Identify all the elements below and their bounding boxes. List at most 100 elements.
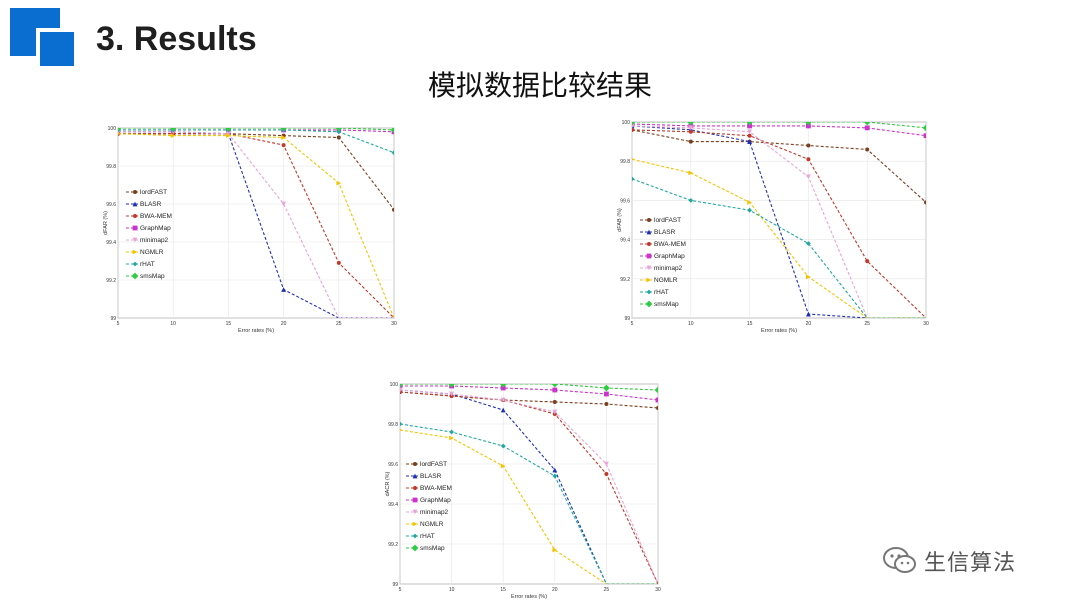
legend-label: BLASR [140,201,162,208]
data-point [688,125,694,131]
data-point [632,158,635,161]
data-point [281,135,286,140]
legend-marker [647,242,651,246]
series-line [118,133,394,318]
legend-label: BWA-MEM [140,213,172,220]
legend-label: rHAT [654,289,669,296]
data-point [922,124,926,132]
legend-marker [412,509,418,515]
y-tick-label: 99.2 [106,278,116,284]
x-tick-label: 15 [500,587,506,593]
legend-marker [133,190,137,194]
y-tick-label: 99.4 [388,502,398,508]
slide-title: 3. Results [96,20,257,58]
x-tick-label: 25 [604,587,610,593]
data-point [747,123,752,129]
x-tick-label: 5 [399,587,402,593]
legend-label: BLASR [420,473,442,480]
data-point [336,180,342,186]
data-point [655,397,658,403]
data-point [688,198,694,203]
data-point [864,125,870,131]
legend-marker [132,201,138,207]
data-point [170,133,176,138]
legend-label: NGMLR [140,249,164,256]
series-line [632,178,926,318]
chart-dfar: 5 10 15 20 25 30 99 99.2 99.4 99.6 99.8 100 Error ra… [103,120,400,336]
data-point [604,472,609,476]
data-point [747,133,752,138]
legend-label: minimap2 [140,237,169,244]
series-NGMLR [400,428,658,584]
legend-label: GraphMap [420,497,451,504]
series-BWA-MEM [632,127,926,318]
y-tick-label: 100 [108,126,117,132]
series-line [632,129,926,318]
legend-marker [646,229,652,235]
series-NGMLR [118,132,394,318]
legend-marker [132,237,138,243]
data-point [552,473,558,479]
legend-label: smsMap [654,301,679,308]
series-line [632,125,926,318]
data-point [118,132,121,135]
data-point [806,274,811,280]
series-line [118,131,394,318]
legend-label: rHAT [420,533,435,540]
y-tick-label: 99.2 [388,542,398,548]
data-point [747,129,752,135]
data-point [500,463,506,469]
x-tick-label: 20 [552,587,558,593]
data-point [865,147,870,152]
data-point [500,397,506,403]
legend-label: lordFAST [420,461,447,468]
legend-label: BWA-MEM [654,241,686,248]
y-tick-label: 99.4 [106,240,116,246]
data-point [552,467,558,473]
data-point [747,199,752,205]
x-axis-label: Error rates (%) [511,594,547,600]
x-tick-label: 30 [655,587,661,593]
x-tick-label: 5 [631,321,634,327]
series-line [400,389,658,584]
data-point [499,384,507,388]
y-tick-label: 99.8 [388,422,398,428]
series-line [400,391,658,409]
series-line [400,391,658,584]
series-line [118,133,394,318]
data-point [603,384,610,392]
x-tick-label: 30 [923,321,929,327]
data-point [281,143,286,148]
legend-label: BWA-MEM [420,485,452,492]
y-tick-label: 99.6 [106,202,116,208]
data-point [924,200,926,205]
x-axis-label: Error rates (%) [761,328,797,334]
x-tick-label: 25 [864,321,870,327]
legend-marker [646,253,652,259]
y-tick-label: 99.2 [620,277,630,283]
corner-logo [0,0,80,70]
legend: lordFAST BLASR BWA-MEM GraphMap minimap2 NGML… [126,189,172,280]
series-line [632,122,926,129]
series-line [118,128,394,131]
x-tick-label: 10 [449,587,455,593]
legend-label: smsMap [140,273,165,280]
series-line [400,389,658,584]
x-tick-label: 20 [806,321,812,327]
legend-label: lordFAST [654,217,681,224]
data-point [391,150,394,156]
legend-label: smsMap [420,545,445,552]
x-tick-label: 15 [226,321,232,327]
y-axis-label: dFAR (%) [103,211,109,235]
y-tick-label: 99 [624,316,630,322]
data-point [400,421,403,427]
y-tick-label: 99 [110,316,116,322]
data-point [400,428,403,432]
series-line [632,123,926,137]
legend-marker [647,218,651,222]
data-point [336,260,341,265]
data-point [806,157,811,162]
data-point [656,406,658,410]
data-point [923,133,926,139]
data-point [226,131,231,137]
